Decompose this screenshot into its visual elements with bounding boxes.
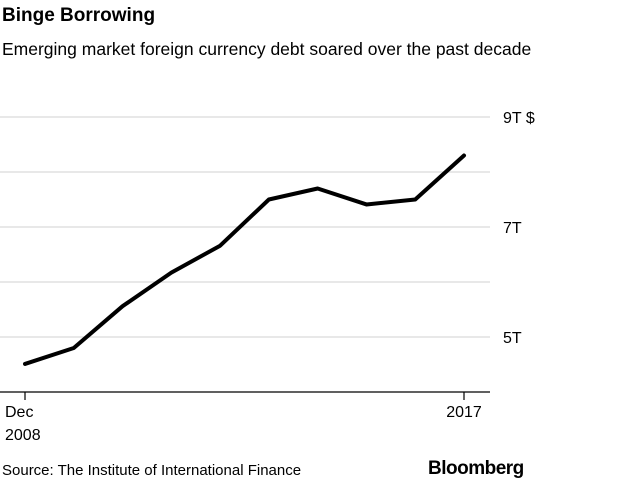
series-line — [23, 153, 466, 366]
chart-subtitle: Emerging market foreign currency debt so… — [2, 39, 532, 59]
bloomberg-logo: Bloomberg — [428, 458, 524, 479]
source-note: Source: The Institute of International F… — [2, 462, 302, 479]
chart-title: Binge Borrowing — [2, 5, 156, 26]
y-tick-label: 9T $ — [503, 110, 535, 127]
x-tick-label: 2017 — [446, 404, 482, 421]
x-tick-label: Dec — [5, 404, 33, 421]
y-tick-label: 5T — [503, 330, 522, 347]
x-tick-label-year: 2008 — [5, 427, 41, 444]
y-tick-label: 7T — [503, 220, 522, 237]
